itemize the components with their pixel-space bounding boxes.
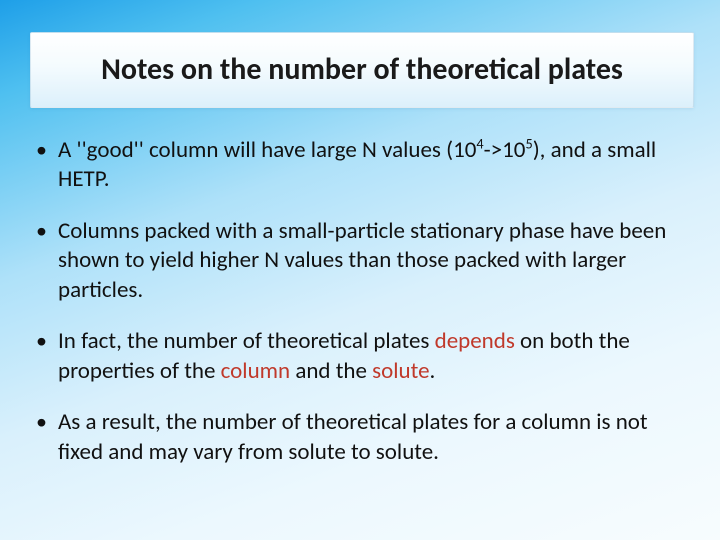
text-run-highlight: column — [221, 357, 296, 385]
bullet-marker-icon: • — [36, 136, 58, 164]
superscript: 4 — [476, 134, 483, 152]
text-run: A ''good'' column will have large N valu… — [58, 136, 476, 164]
title-box: Notes on the number of theoretical plate… — [30, 32, 694, 108]
text-run: . — [430, 357, 436, 385]
superscript: 5 — [525, 134, 532, 152]
text-run-highlight: solute — [372, 357, 429, 385]
text-run: and the — [295, 357, 372, 385]
slide-body: • A ''good'' column will have large N va… — [36, 136, 688, 489]
bullet-text: A ''good'' column will have large N valu… — [58, 136, 688, 195]
bullet-marker-icon: • — [36, 217, 58, 245]
slide-title: Notes on the number of theoretical plate… — [101, 53, 623, 88]
bullet-text: Columns packed with a small-particle sta… — [58, 217, 688, 305]
text-run-highlight: depends — [435, 327, 520, 355]
bullet-text: As a result, the number of theoretical p… — [58, 408, 688, 467]
text-run: In fact, the number of theoretical plate… — [58, 327, 435, 355]
slide: Notes on the number of theoretical plate… — [0, 0, 720, 540]
bullet-marker-icon: • — [36, 408, 58, 436]
bullet-marker-icon: • — [36, 327, 58, 355]
bullet-item: • As a result, the number of theoretical… — [36, 408, 688, 467]
bullet-item: • A ''good'' column will have large N va… — [36, 136, 688, 195]
bullet-item: • In fact, the number of theoretical pla… — [36, 327, 688, 386]
bullet-text: In fact, the number of theoretical plate… — [58, 327, 688, 386]
bullet-item: • Columns packed with a small-particle s… — [36, 217, 688, 305]
text-run: ->10 — [484, 136, 526, 164]
